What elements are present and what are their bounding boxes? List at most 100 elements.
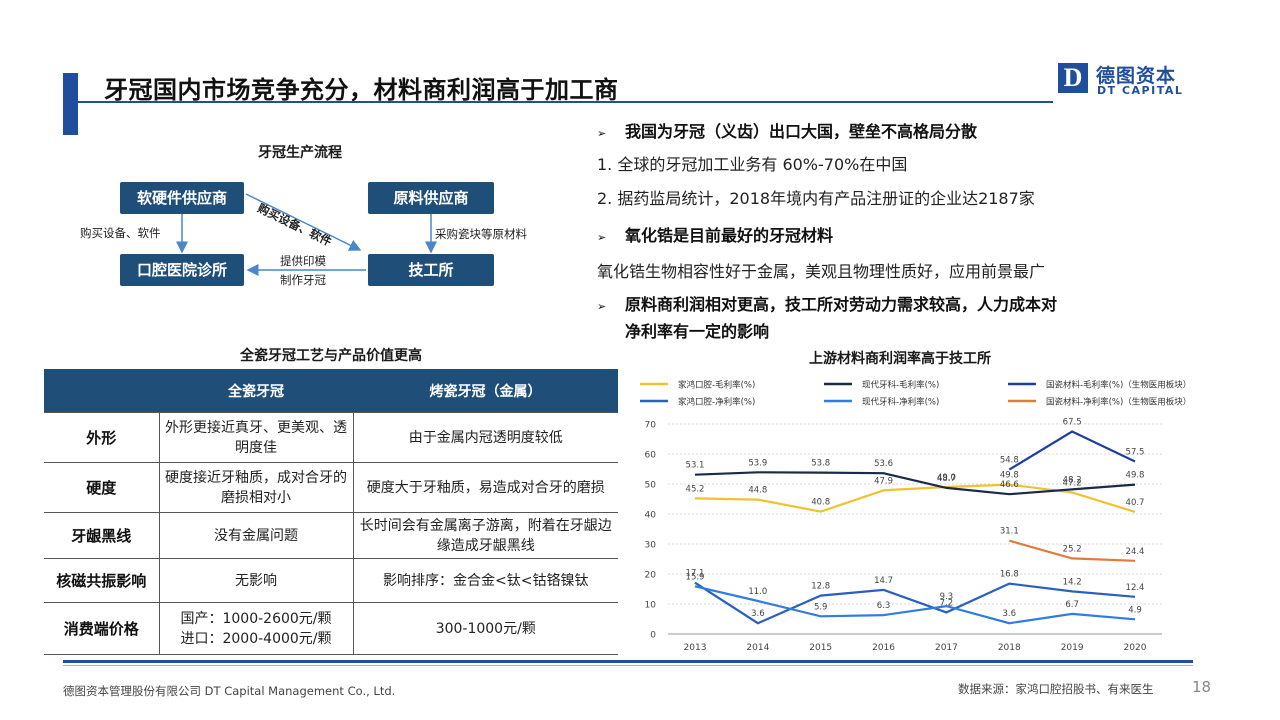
data-label: 40.7 (1126, 498, 1145, 508)
bullet-text-1: 1. 全球的牙冠加工业务有 60%-70%在中国 (597, 155, 908, 174)
x-tick-label: 2016 (872, 643, 895, 653)
data-label: 40.8 (811, 498, 830, 508)
chart-title: 上游材料商利润率高于技工所 (809, 351, 991, 367)
data-label: 45.2 (686, 484, 705, 494)
arrow-hardware-to-lab (245, 193, 362, 251)
data-label: 25.2 (1063, 544, 1082, 554)
legend-label: 家鸿口腔-毛利率(%) (678, 380, 755, 391)
bullet-text-3: 氧化锆生物相容性好于金属，美观且物理性质好，应用前景最广 (597, 262, 1046, 281)
data-label: 4.9 (1128, 605, 1142, 615)
flow-box-dental-clinic: 口腔医院诊所 (120, 254, 244, 286)
data-label: 53.1 (686, 461, 705, 471)
series-line (694, 471, 1136, 496)
data-label: 3.6 (751, 609, 765, 619)
bullet-arrow-icon: ➢ (597, 300, 607, 313)
legend-label: 国瓷材料-毛利率(%)（生物医用板块） (1046, 380, 1188, 391)
data-label: 47.2 (1063, 478, 1082, 488)
table-title: 全瓷牙冠工艺与产品价值更高 (240, 348, 422, 364)
footer-company: 德图资本管理股份有限公司 DT Capital Management Co., … (63, 684, 396, 698)
table-row: 消费端价格 国产：1000-2600元/颗 进口：2000-4000元/颗 300… (44, 602, 618, 655)
data-label: 49.8 (1000, 471, 1019, 481)
data-label: 16.8 (1000, 570, 1019, 580)
table-header-corner (44, 369, 159, 413)
page-title: 牙冠国内市场竞争充分，材料商利润高于加工商 (104, 76, 619, 104)
data-label: 54.8 (1000, 456, 1019, 466)
data-label: 14.7 (874, 576, 893, 586)
y-tick-label: 60 (645, 451, 657, 461)
bullet-heading-2: ➢ 氧化锆是目前最好的牙冠材料 (597, 226, 834, 245)
data-label: 48.2 (1063, 475, 1082, 485)
flow-title: 牙冠生产流程 (258, 145, 342, 161)
x-tick-label: 2013 (684, 643, 707, 653)
y-tick-label: 40 (645, 511, 657, 521)
bullet-heading-3: ➢ 原料商利润相对更高，技工所对劳动力需求较高，人力成本对 (597, 295, 1058, 314)
x-tick-label: 2020 (1124, 643, 1147, 653)
data-label: 15.9 (686, 572, 705, 582)
margin-line-chart: 家鸿口腔-毛利率(%) 现代牙科-毛利率(%) 国瓷材料-毛利率(%)（生物医用板块… (640, 380, 1188, 653)
data-label: 9.3 (940, 592, 954, 602)
y-tick-label: 70 (645, 421, 657, 431)
legend-label: 现代牙科-净利率(%) (862, 397, 939, 408)
footer-divider (63, 660, 1193, 663)
series-line (1009, 539, 1136, 562)
data-label: 49.8 (1126, 471, 1145, 481)
data-label: 47.9 (874, 476, 893, 486)
table-row: 外形 外形更接近真牙、更美观、透明度佳 由于金属内冠透明度较低 (44, 412, 618, 463)
bullet-heading-1: ➢ 我国为牙冠（义齿）出口大国，壁垒不高格局分散 (597, 122, 978, 141)
title-accent-bar (63, 73, 78, 135)
bullet-arrow-icon: ➢ (597, 231, 607, 244)
flow-box-material-supplier: 原料供应商 (368, 182, 494, 214)
data-label: 5.9 (814, 602, 828, 612)
title-divider (63, 101, 1053, 103)
data-label: 49.0 (937, 473, 956, 483)
legend-label: 家鸿口腔-净利率(%) (678, 397, 755, 408)
series-line (694, 585, 1136, 625)
logo-mark: D (1058, 63, 1088, 93)
bullet-text-2: 2. 据药监局统计，2018年境内有产品注册证的企业达2187家 (597, 189, 1035, 208)
legend-label: 现代牙科-毛利率(%) (862, 380, 939, 391)
data-label: 11.0 (748, 587, 767, 597)
x-tick-label: 2015 (809, 643, 832, 653)
table-row: 牙龈黑线 没有金属问题 长时间会有金属离子游离，附着在牙龈边缘造成牙龈黑线 (44, 512, 618, 559)
data-label: 48.7 (937, 474, 956, 484)
y-tick-label: 10 (645, 601, 657, 611)
data-label: 46.6 (1000, 480, 1019, 490)
data-label: 44.8 (748, 486, 767, 496)
page-number: 18 (1192, 678, 1212, 696)
bullet-arrow-icon: ➢ (597, 127, 607, 140)
flow-label-mold-1: 提供印模 (280, 254, 326, 268)
data-label: 6.3 (877, 601, 891, 611)
footer-divider-thin (63, 665, 1193, 666)
flow-box-hardware-supplier: 软硬件供应商 (120, 182, 244, 214)
comparison-table: 全瓷牙冠 烤瓷牙冠（金属） 外形 外形更接近真牙、更美观、透明度佳 由于金属内冠… (44, 369, 618, 655)
data-label: 6.7 (1065, 600, 1079, 610)
series-line (1008, 430, 1136, 471)
x-tick-label: 2014 (746, 643, 769, 653)
data-label: 67.5 (1063, 418, 1082, 428)
logo-name-en: DT CAPITAL (1097, 84, 1184, 97)
data-label: 31.1 (1000, 527, 1019, 537)
data-label: 53.6 (874, 459, 893, 469)
x-tick-label: 2019 (1061, 643, 1084, 653)
table-header-porcelain-metal: 烤瓷牙冠（金属） (353, 369, 618, 413)
data-label: 3.6 (1003, 609, 1017, 619)
flow-arrows (176, 193, 437, 276)
y-tick-label: 20 (645, 571, 657, 581)
x-tick-label: 2018 (998, 643, 1021, 653)
bullet-heading-3-cont: 净利率有一定的影响 (625, 322, 770, 341)
data-label: 14.2 (1063, 577, 1082, 587)
table-header-all-ceramic: 全瓷牙冠 (159, 369, 353, 413)
data-label: 12.8 (811, 582, 830, 592)
data-label: 7.2 (940, 598, 954, 608)
data-label: 24.4 (1126, 547, 1145, 557)
flow-label-buy-equipment: 购买设备、软件 (80, 226, 161, 240)
table-header-row: 全瓷牙冠 烤瓷牙冠（金属） (44, 369, 618, 413)
flow-label-mold-2: 制作牙冠 (280, 273, 326, 287)
table-row: 核磁共振影响 无影响 影响排序：金合金<钛<钴铬镍钛 (44, 558, 618, 603)
flow-label-purchase-materials: 采购瓷块等原材料 (435, 227, 527, 241)
y-tick-label: 30 (645, 541, 657, 551)
footer-source: 数据来源：家鸿口腔招股书、有来医生 (958, 682, 1154, 696)
y-tick-label: 0 (650, 631, 656, 641)
y-tick-label: 50 (645, 481, 657, 491)
flow-box-dental-lab: 技工所 (368, 254, 494, 286)
